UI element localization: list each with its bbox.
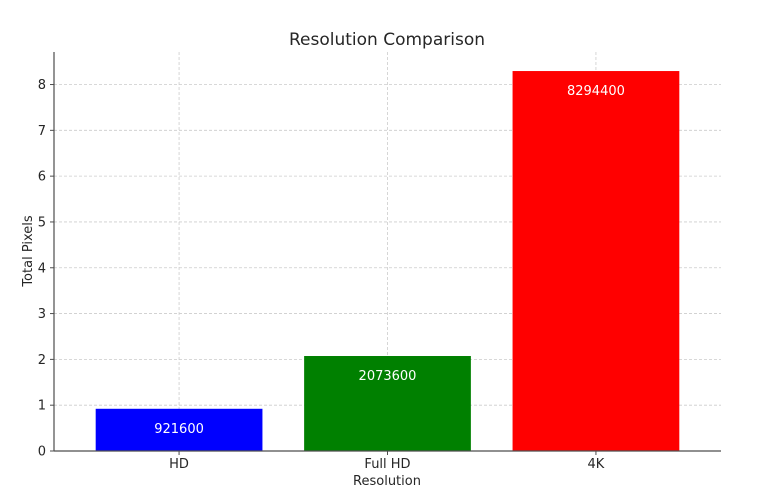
y-axis-label: Total Pixels [21,215,36,288]
x-tick-label-2: 4K [588,457,605,472]
y-tick-label-4: 4 [38,261,46,276]
x-tick-label-0: HD [169,457,189,472]
bars: 921600 2073600 8294400 [95,71,680,451]
y-tick-label-1: 1 [38,399,46,414]
y-tick-label-7: 7 [38,124,46,139]
bar-4k [512,71,680,451]
bar-value-label-0: 921600 [154,422,204,437]
tick-labels: 0 1 2 3 4 5 6 7 8 HD Full HD 4K [38,78,605,472]
x-axis-label: Resolution [353,474,421,489]
bar-full-hd [304,356,471,451]
chart-title: Resolution Comparison [289,30,485,50]
bar-value-label-2: 8294400 [567,84,625,99]
y-tick-label-5: 5 [38,215,46,230]
bar-value-label-1: 2073600 [359,369,417,384]
x-tick-label-1: Full HD [364,457,410,472]
y-tick-label-2: 2 [38,353,46,368]
y-tick-label-6: 6 [38,170,46,185]
bar-hd [95,408,263,451]
y-tick-label-8: 8 [38,78,46,93]
axes [50,52,721,455]
y-tick-label-0: 0 [38,445,46,460]
y-tick-label-3: 3 [38,307,46,322]
